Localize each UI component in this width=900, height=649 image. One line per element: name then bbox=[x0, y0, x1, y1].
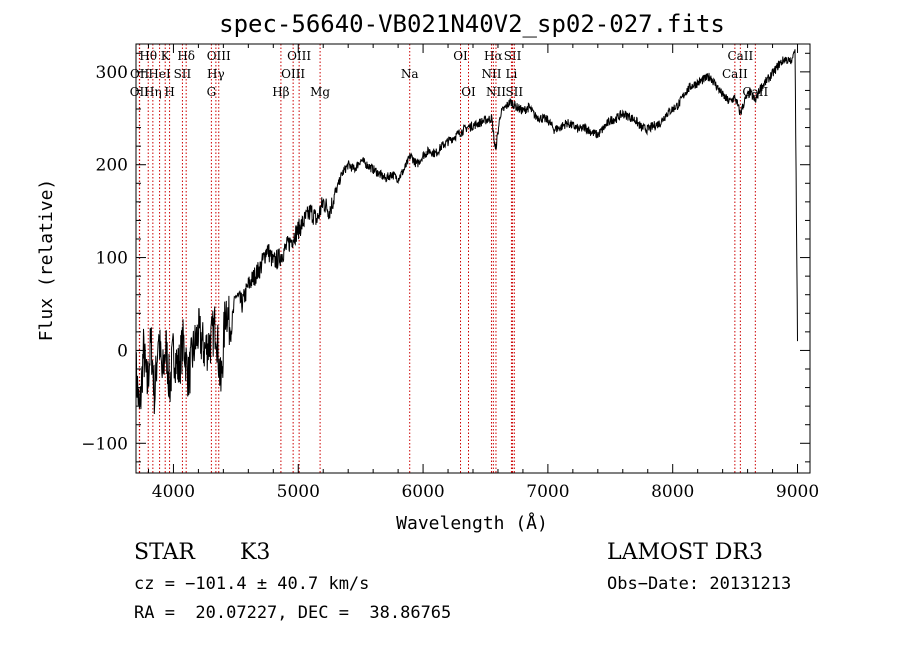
line-marker-label-15: Mg bbox=[310, 85, 330, 99]
line-marker-label-6: H bbox=[164, 85, 174, 99]
line-marker-label-7: SII bbox=[174, 67, 192, 81]
redshift-cz: cz = −101.4 ± 40.7 km/s bbox=[134, 574, 370, 594]
line-marker-label-23: Li bbox=[506, 67, 518, 81]
x-tick-label: 4000 bbox=[152, 482, 195, 502]
object-class: STAR bbox=[134, 540, 195, 565]
line-marker-label-5: K bbox=[161, 49, 171, 63]
axis-layer: 4000 5000 6000 7000 8000 9000 −100 0 100 200 300 bbox=[81, 43, 819, 502]
line-marker-label-25: CaII bbox=[727, 49, 753, 63]
line-marker-label-8: Hδ bbox=[177, 49, 195, 63]
line-marker-label-24: SII bbox=[505, 85, 523, 99]
line-marker-label-26: CaII bbox=[722, 67, 748, 81]
survey-name: LAMOST DR3 bbox=[607, 540, 763, 565]
y-tick-label: −100 bbox=[81, 434, 128, 454]
line-marker-label-20: NII bbox=[481, 67, 501, 81]
y-tick-label: 0 bbox=[117, 341, 128, 361]
x-tick-label: 5000 bbox=[277, 482, 320, 502]
line-marker-label-19: Hα bbox=[484, 49, 503, 63]
coordinates: RA = 20.07227, DEC = 38.86765 bbox=[134, 603, 452, 623]
plot-frame bbox=[135, 43, 811, 474]
line-marker-label-21: NII bbox=[486, 85, 506, 99]
x-axis-label: Wavelength (Å) bbox=[396, 512, 548, 534]
line-marker-label-1: OII bbox=[130, 85, 150, 99]
line-marker-label-12: Hβ bbox=[272, 85, 289, 99]
x-tick-label: 7000 bbox=[526, 482, 569, 502]
line-marker-label-0: Hθ bbox=[139, 49, 157, 63]
line-marker-label-9: OIII bbox=[207, 49, 231, 63]
series-layer bbox=[135, 49, 798, 415]
chart-title: spec-56640-VB021N40V2_sp02-027.fits bbox=[219, 10, 725, 38]
line-marker-label-22: SII bbox=[504, 49, 522, 63]
x-tick-label: 8000 bbox=[651, 482, 694, 502]
line-marker-label-16: Na bbox=[401, 67, 419, 81]
line-marker-label-14: OIII bbox=[281, 67, 305, 81]
line-marker-label-4: HeI bbox=[148, 67, 171, 81]
y-tick-label: 300 bbox=[96, 63, 128, 83]
y-tick-label: 100 bbox=[96, 249, 128, 269]
line-marker-label-3: Hη bbox=[144, 85, 162, 99]
spectrum-line bbox=[135, 49, 798, 415]
y-tick-label: 200 bbox=[96, 156, 128, 176]
x-tick-label: 9000 bbox=[776, 482, 819, 502]
observation-date: Obs−Date: 20131213 bbox=[607, 574, 792, 594]
line-marker-label-11: G bbox=[207, 85, 217, 99]
line-marker-label-2: OII bbox=[130, 67, 150, 81]
line-marker-label-13: OIII bbox=[287, 49, 311, 63]
line-marker-label-17: OI bbox=[453, 49, 468, 63]
y-axis-label: Flux (relative) bbox=[36, 179, 57, 342]
object-subclass: K3 bbox=[240, 540, 271, 565]
line-marker-label-18: OI bbox=[461, 85, 476, 99]
x-tick-label: 6000 bbox=[401, 482, 444, 502]
line-marker-label-10: Hγ bbox=[207, 67, 225, 81]
